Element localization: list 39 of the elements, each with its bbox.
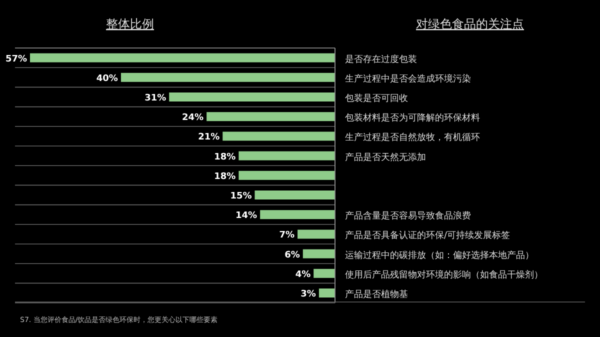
data-label: 40% [96, 74, 118, 84]
data-label: 24% [182, 113, 204, 124]
y-tick-label: 产品是否天然无添加 [345, 152, 426, 163]
y-tick-label: 运输过程中的碳排放（如：偏好选择本地产品） [345, 250, 534, 261]
data-label: 4% [295, 270, 311, 280]
bar [260, 210, 335, 220]
data-label: 3% [300, 290, 316, 300]
bar [314, 268, 335, 278]
y-tick-label: 包装是否可回收 [345, 93, 408, 104]
bar [120, 72, 335, 82]
data-label: 57% [5, 54, 27, 64]
data-label: 7% [279, 230, 295, 241]
y-tick-label: 使用后产品残留物对环境的影响（如食品干燥剂） [345, 269, 543, 280]
bar [254, 190, 335, 200]
data-label: 15% [230, 192, 252, 202]
bar [238, 170, 335, 180]
bar [169, 92, 335, 102]
data-label: 6% [284, 250, 300, 260]
y-tick-label: 包装材料是否为可降解的环保材料 [345, 112, 480, 124]
bar [222, 132, 335, 141]
y-tick-label: 生产过程是否自然放牧，有机循环 [345, 132, 480, 144]
y-tick-label: 产品含量是否容易导致食品浪费 [345, 210, 471, 222]
data-label: 18% [214, 152, 236, 162]
bar [318, 288, 335, 298]
chart-title: 整体比例 [106, 17, 154, 31]
bar [302, 249, 335, 258]
y-tick-label: 是否存在过度包装 [345, 54, 417, 65]
data-label: 31% [144, 94, 166, 104]
bar [298, 230, 335, 239]
bar [206, 112, 335, 122]
data-label: 14% [236, 211, 258, 222]
y-tick-label: 产品是否植物基 [345, 289, 408, 300]
data-label: 21% [198, 132, 220, 143]
text: 对绿色食品的关注点 [416, 17, 524, 31]
bar [30, 53, 335, 62]
y-tick-label: 产品是否具备认证的环保/可持续发展标签 [345, 230, 510, 242]
y-tick-label: 生产过程中是否会造成环境污染 [345, 73, 471, 84]
data-label: 18% [214, 172, 236, 182]
bar [238, 151, 335, 160]
